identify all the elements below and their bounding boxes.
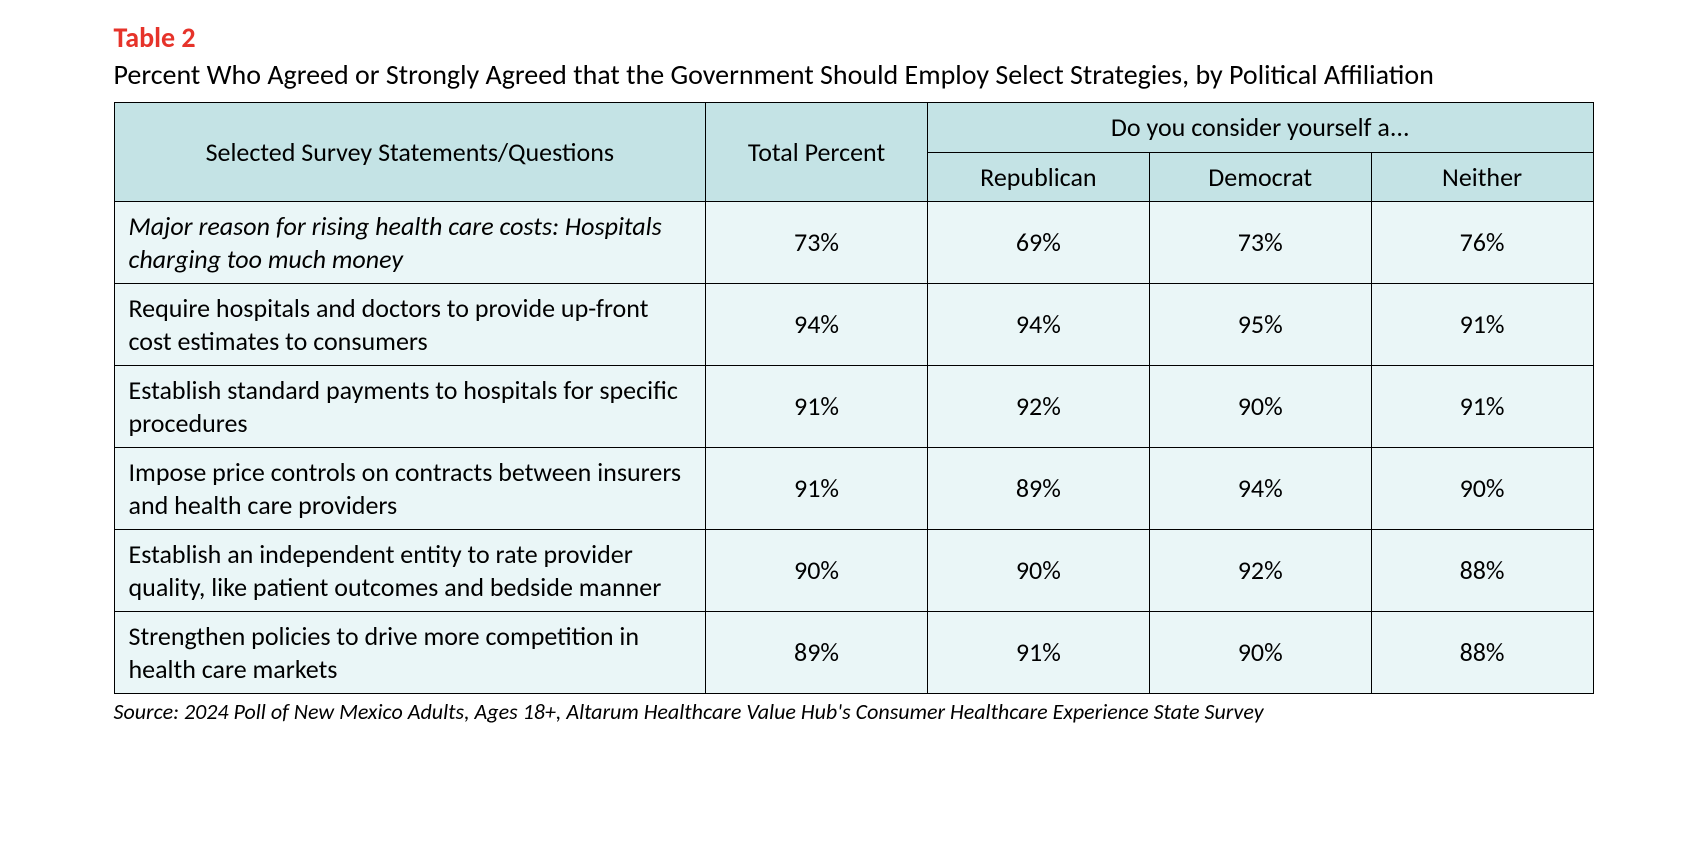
- value-cell: 92%: [1149, 530, 1371, 612]
- total-cell: 94%: [706, 284, 928, 366]
- value-cell: 88%: [1371, 530, 1593, 612]
- table-source: Source: 2024 Poll of New Mexico Adults, …: [114, 698, 1594, 725]
- data-table: Selected Survey Statements/Questions Tot…: [114, 102, 1594, 694]
- total-cell: 73%: [706, 202, 928, 284]
- total-cell: 91%: [706, 366, 928, 448]
- value-cell: 91%: [1371, 284, 1593, 366]
- value-cell: 92%: [927, 366, 1149, 448]
- statement-cell: Impose price controls on contracts betwe…: [114, 448, 706, 530]
- col-header-group-question: Do you consider yourself a...: [927, 103, 1593, 153]
- value-cell: 91%: [1371, 366, 1593, 448]
- value-cell: 95%: [1149, 284, 1371, 366]
- value-cell: 90%: [927, 530, 1149, 612]
- value-cell: 76%: [1371, 202, 1593, 284]
- table-row: Establish an independent entity to rate …: [114, 530, 1593, 612]
- table-row: Establish standard payments to hospitals…: [114, 366, 1593, 448]
- value-cell: 88%: [1371, 612, 1593, 694]
- value-cell: 90%: [1371, 448, 1593, 530]
- col-header-neither: Neither: [1371, 152, 1593, 202]
- table-body: Major reason for rising health care cost…: [114, 202, 1593, 694]
- statement-cell: Establish standard payments to hospitals…: [114, 366, 706, 448]
- total-cell: 91%: [706, 448, 928, 530]
- value-cell: 89%: [927, 448, 1149, 530]
- col-header-total: Total Percent: [706, 103, 928, 202]
- table-row: Strengthen policies to drive more compet…: [114, 612, 1593, 694]
- total-cell: 89%: [706, 612, 928, 694]
- table-row: Require hospitals and doctors to provide…: [114, 284, 1593, 366]
- statement-cell: Establish an independent entity to rate …: [114, 530, 706, 612]
- col-header-statements: Selected Survey Statements/Questions: [114, 103, 706, 202]
- value-cell: 94%: [1149, 448, 1371, 530]
- value-cell: 90%: [1149, 612, 1371, 694]
- value-cell: 94%: [927, 284, 1149, 366]
- col-header-republican: Republican: [927, 152, 1149, 202]
- statement-cell: Require hospitals and doctors to provide…: [114, 284, 706, 366]
- table-title: Percent Who Agreed or Strongly Agreed th…: [114, 57, 1594, 92]
- value-cell: 69%: [927, 202, 1149, 284]
- col-header-democrat: Democrat: [1149, 152, 1371, 202]
- table-label: Table 2: [114, 20, 1594, 55]
- table-row: Major reason for rising health care cost…: [114, 202, 1593, 284]
- value-cell: 73%: [1149, 202, 1371, 284]
- total-cell: 90%: [706, 530, 928, 612]
- table-row: Impose price controls on contracts betwe…: [114, 448, 1593, 530]
- value-cell: 91%: [927, 612, 1149, 694]
- table-container: Table 2 Percent Who Agreed or Strongly A…: [114, 20, 1594, 725]
- statement-cell: Major reason for rising health care cost…: [114, 202, 706, 284]
- value-cell: 90%: [1149, 366, 1371, 448]
- statement-cell: Strengthen policies to drive more compet…: [114, 612, 706, 694]
